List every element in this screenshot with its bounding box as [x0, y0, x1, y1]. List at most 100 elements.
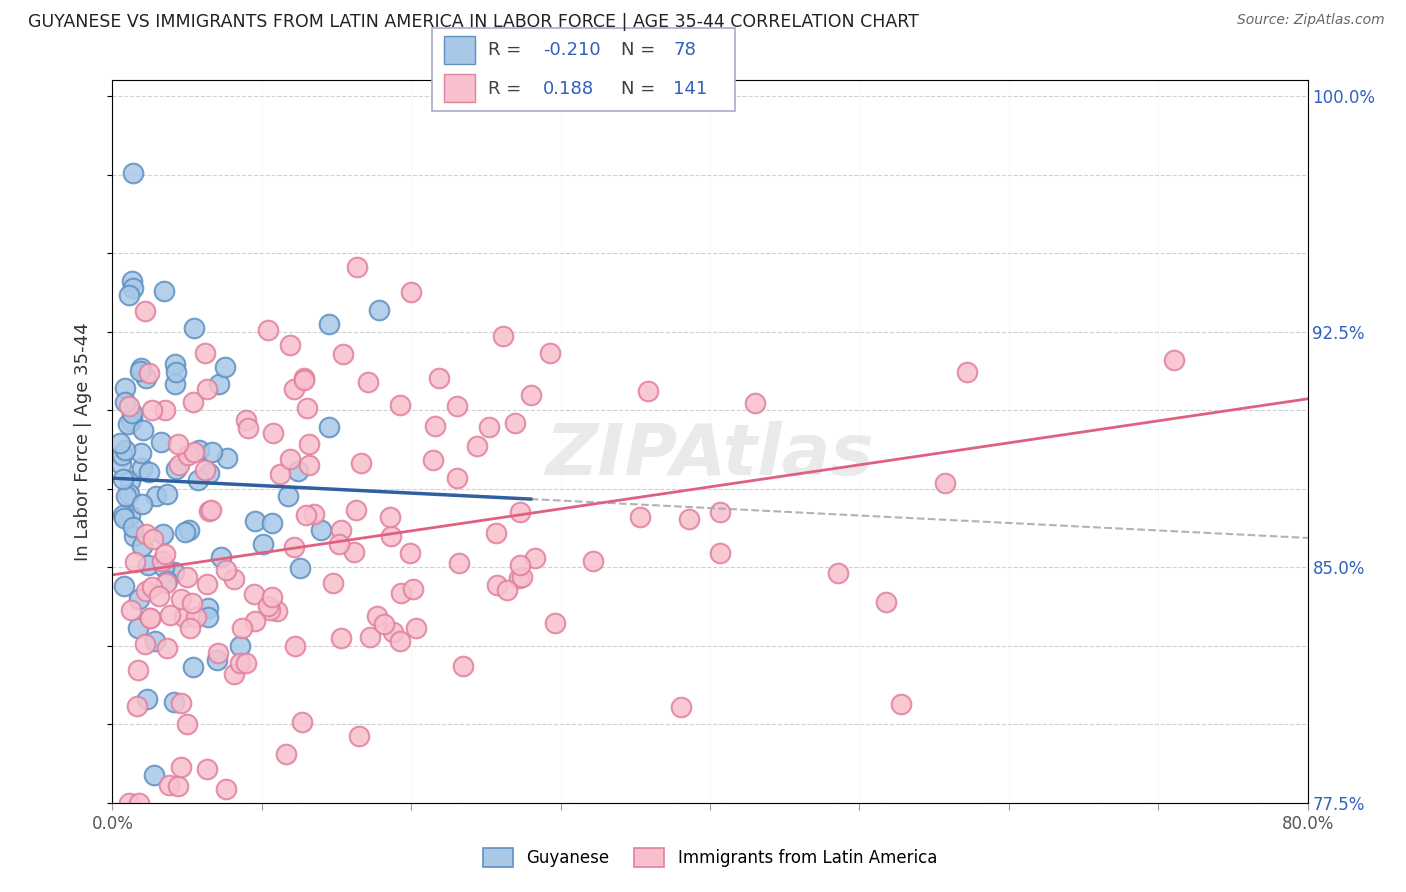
- Point: [283, 383, 305, 397]
- Point: [508, 570, 530, 584]
- Point: [187, 473, 209, 487]
- Point: [346, 503, 368, 517]
- Point: [346, 260, 368, 275]
- Point: [155, 576, 177, 591]
- Point: [114, 443, 136, 458]
- Text: 141: 141: [673, 79, 707, 97]
- Point: [287, 464, 309, 478]
- Point: [252, 536, 274, 550]
- Point: [359, 630, 381, 644]
- Point: [181, 395, 204, 409]
- Point: [368, 302, 391, 317]
- Point: [128, 364, 150, 378]
- Point: [143, 633, 166, 648]
- Point: [167, 779, 190, 793]
- Point: [194, 463, 217, 477]
- Point: [173, 524, 195, 539]
- Point: [134, 638, 156, 652]
- Point: [1163, 353, 1185, 368]
- Point: [201, 445, 224, 459]
- Point: [262, 516, 284, 530]
- Point: [1320, 285, 1343, 300]
- Point: [135, 526, 157, 541]
- Point: [235, 413, 257, 427]
- Text: R =: R =: [488, 79, 520, 97]
- Point: [294, 371, 316, 385]
- Point: [128, 592, 150, 607]
- Point: [311, 523, 333, 537]
- Point: [378, 510, 401, 524]
- Point: [118, 288, 141, 302]
- Point: [451, 658, 474, 673]
- Point: [111, 448, 134, 462]
- Point: [427, 371, 450, 385]
- Point: [176, 569, 198, 583]
- Point: [956, 365, 979, 379]
- Point: [170, 760, 193, 774]
- Point: [214, 563, 236, 577]
- Text: GUYANESE VS IMMIGRANTS FROM LATIN AMERICA IN LABOR FORCE | AGE 35-44 CORRELATION: GUYANESE VS IMMIGRANTS FROM LATIN AMERIC…: [28, 13, 920, 31]
- Point: [112, 511, 135, 525]
- Point: [366, 609, 388, 624]
- Point: [214, 359, 236, 374]
- Point: [709, 505, 731, 519]
- Point: [138, 366, 160, 380]
- Point: [122, 166, 145, 180]
- Point: [120, 474, 142, 488]
- Point: [478, 419, 501, 434]
- Point: [129, 446, 152, 460]
- Point: [243, 514, 266, 528]
- Point: [197, 609, 219, 624]
- Point: [215, 451, 238, 466]
- Point: [266, 604, 288, 618]
- Point: [292, 373, 315, 387]
- Point: [543, 616, 565, 631]
- Point: [298, 437, 321, 451]
- Point: [322, 576, 344, 591]
- Point: [398, 546, 420, 560]
- Point: [122, 519, 145, 533]
- Point: [120, 414, 142, 428]
- Point: [259, 602, 281, 616]
- Point: [388, 633, 411, 648]
- Point: [149, 434, 172, 449]
- Point: [503, 417, 526, 431]
- Point: [235, 657, 257, 671]
- Point: [827, 566, 849, 581]
- Point: [136, 558, 159, 572]
- Point: [200, 503, 222, 517]
- Legend: Guyanese, Immigrants from Latin America: Guyanese, Immigrants from Latin America: [477, 841, 943, 874]
- Point: [148, 589, 170, 603]
- Point: [179, 621, 201, 635]
- Point: [278, 451, 301, 466]
- Point: [401, 285, 423, 300]
- Text: 78: 78: [673, 42, 696, 60]
- Text: N =: N =: [620, 79, 655, 97]
- Point: [236, 421, 259, 435]
- Point: [278, 338, 301, 352]
- Point: [124, 555, 146, 569]
- Point: [153, 560, 176, 574]
- Point: [389, 586, 412, 600]
- Point: [165, 365, 187, 379]
- Point: [138, 465, 160, 479]
- Point: [486, 578, 509, 592]
- Point: [156, 641, 179, 656]
- Point: [136, 691, 159, 706]
- Point: [142, 532, 165, 546]
- Y-axis label: In Labor Force | Age 35-44: In Labor Force | Age 35-44: [73, 322, 91, 561]
- Point: [115, 489, 138, 503]
- Point: [180, 596, 202, 610]
- Point: [283, 540, 305, 554]
- Point: [121, 406, 143, 420]
- Text: ZIPAtlas: ZIPAtlas: [546, 422, 875, 491]
- Point: [122, 281, 145, 295]
- Point: [114, 394, 136, 409]
- Point: [167, 458, 190, 473]
- Point: [222, 666, 245, 681]
- Point: [208, 377, 231, 392]
- Point: [288, 561, 311, 575]
- Point: [198, 466, 221, 480]
- Text: R =: R =: [488, 42, 520, 60]
- Point: [510, 570, 533, 584]
